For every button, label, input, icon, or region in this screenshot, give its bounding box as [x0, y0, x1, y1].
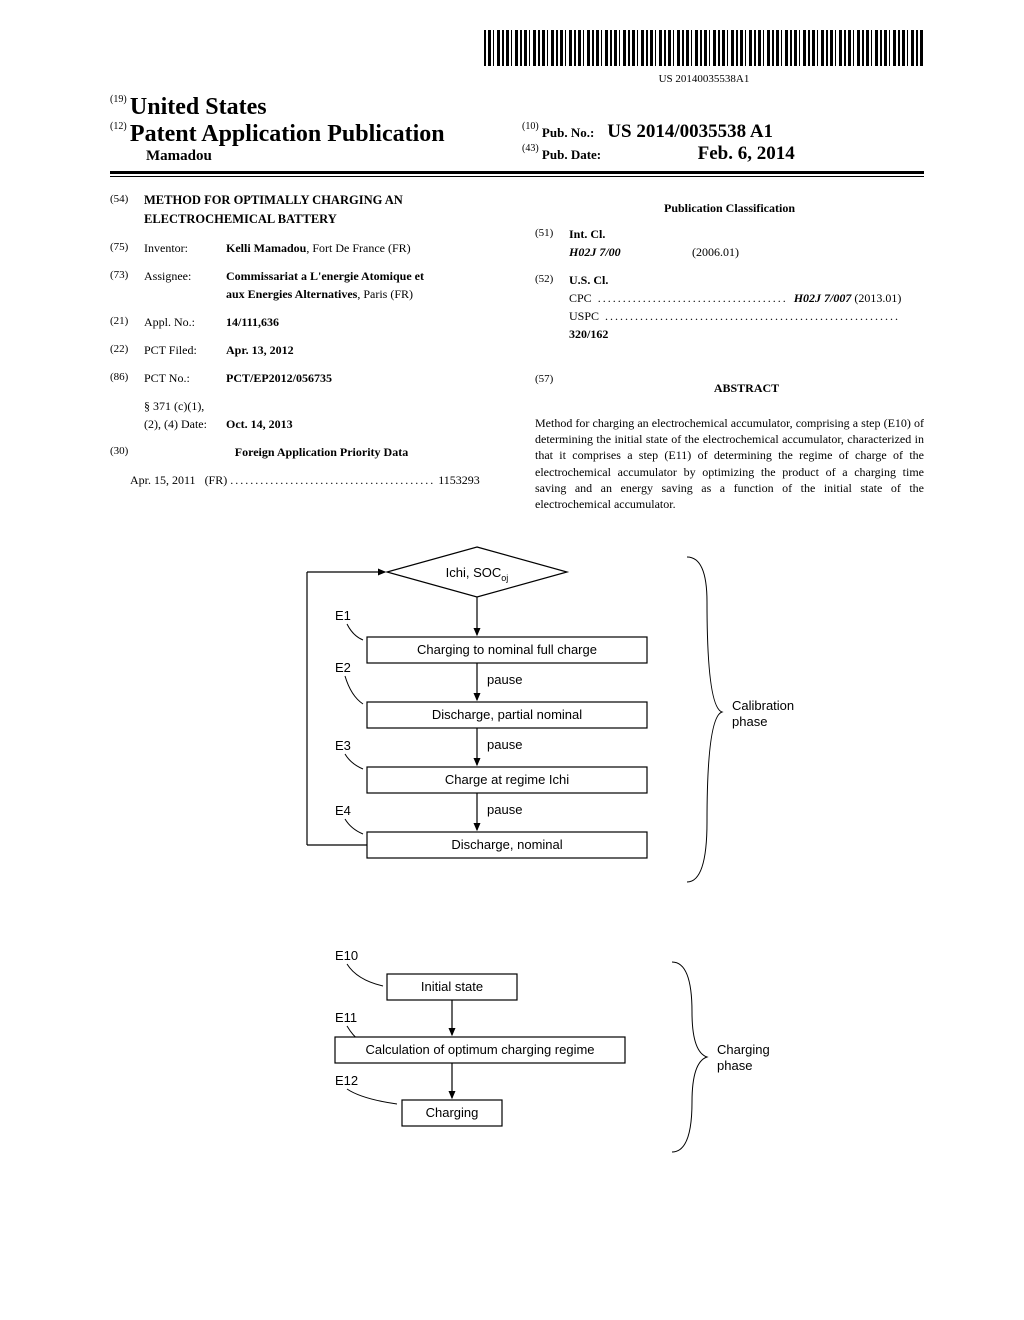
inventor-loc: , Fort De France (FR) — [306, 241, 410, 255]
bibliographic-columns: (54) METHOD FOR OPTIMALLY CHARGING AN EL… — [110, 191, 924, 512]
s371-date: Oct. 14, 2013 — [226, 415, 293, 433]
e10: E10 — [335, 948, 358, 963]
code-43: (43) — [522, 143, 539, 154]
barcode-number: US 20140035538A1 — [484, 73, 924, 85]
e2: E2 — [335, 660, 351, 675]
pctfiled-label: PCT Filed: — [144, 341, 226, 359]
applno-label: Appl. No.: — [144, 313, 226, 331]
inventor-name: Kelli Mamadou — [226, 241, 306, 255]
divider-thick — [110, 171, 924, 174]
box2: Discharge, partial nominal — [432, 707, 582, 722]
pctfiled: Apr. 13, 2012 — [226, 343, 294, 357]
applicant: Mamadou — [146, 148, 512, 165]
diamond-sub: oj — [501, 573, 508, 583]
phase1b-label: phase — [732, 714, 767, 729]
box11: Calculation of optimum charging regime — [365, 1042, 594, 1057]
header: (19) United States (12) Patent Applicati… — [110, 94, 924, 165]
abstract-text: Method for charging an electrochemical a… — [535, 415, 924, 512]
foreign-num: 1153293 — [438, 471, 480, 489]
e12: E12 — [335, 1073, 358, 1088]
pubno: US 2014/0035538 A1 — [607, 121, 773, 142]
code-73: (73) — [110, 267, 144, 303]
code-54: (54) — [110, 191, 144, 229]
assignee-2: aux Energies Alternatives — [226, 287, 357, 301]
cpc-label: CPC — [569, 291, 592, 305]
foreign-country: (FR) — [205, 471, 228, 489]
code-52: (52) — [535, 271, 569, 343]
title-line1: METHOD FOR OPTIMALLY CHARGING AN — [144, 191, 499, 210]
code-86: (86) — [110, 369, 144, 387]
phase1-label: Calibration — [732, 698, 794, 713]
code-22: (22) — [110, 341, 144, 359]
uscl-label: U.S. Cl. — [569, 273, 608, 287]
code-51: (51) — [535, 225, 569, 261]
phase2b-label: phase — [717, 1058, 752, 1073]
e11: E11 — [335, 1010, 357, 1025]
code-19: (19) — [110, 94, 127, 105]
cpc-year: (2013.01) — [854, 291, 901, 305]
cpc-dots: ...................................... — [598, 291, 788, 305]
diamond-text: Ichi, SOC — [446, 565, 502, 580]
box12: Charging — [426, 1105, 479, 1120]
barcode-region: US 20140035538A1 — [110, 30, 924, 86]
barcode — [484, 30, 924, 66]
uspc-dots: ........................................… — [605, 309, 900, 323]
code-12: (12) — [110, 121, 127, 132]
abstract-hdr: ABSTRACT — [569, 379, 924, 397]
pause-1: pause — [487, 672, 522, 687]
code-57: (57) — [535, 371, 569, 405]
pause-3: pause — [487, 802, 522, 817]
intcl-year: (2006.01) — [692, 245, 739, 259]
code-10: (10) — [522, 121, 539, 132]
classification-hdr: Publication Classification — [535, 199, 924, 217]
pctno-label: PCT No.: — [144, 369, 226, 387]
flowchart-figure: Calibration phase Ichi, SOCoj E1 Chargin… — [110, 542, 924, 1182]
uspc-label: USPC — [569, 309, 599, 323]
pause-2: pause — [487, 737, 522, 752]
phase2-label: Charging — [717, 1042, 770, 1057]
pubdate-label: Pub. Date: — [542, 147, 601, 162]
s371-1: § 371 (c)(1), — [144, 399, 204, 413]
doc-type: Patent Application Publication — [130, 121, 445, 147]
code-75: (75) — [110, 239, 144, 257]
assignee-loc: , Paris (FR) — [357, 287, 413, 301]
e3: E3 — [335, 738, 351, 753]
box1: Charging to nominal full charge — [417, 642, 597, 657]
cpc-code: H02J 7/007 — [794, 291, 852, 305]
intcl-label: Int. Cl. — [569, 227, 605, 241]
title-line2: ELECTROCHEMICAL BATTERY — [144, 210, 499, 229]
foreign-date: Apr. 15, 2011 — [130, 471, 196, 489]
country: United States — [130, 94, 267, 120]
box4: Discharge, nominal — [451, 837, 562, 852]
pubno-label: Pub. No.: — [542, 125, 594, 140]
assignee-label: Assignee: — [144, 267, 226, 303]
e1: E1 — [335, 608, 351, 623]
assignee-1: Commissariat a L'energie Atomique et — [226, 269, 424, 283]
pubdate: Feb. 6, 2014 — [698, 143, 795, 164]
e4: E4 — [335, 803, 351, 818]
code-30: (30) — [110, 443, 144, 461]
foreign-dots: ........................................… — [230, 471, 435, 489]
pctno: PCT/EP2012/056735 — [226, 371, 332, 385]
applno: 14/111,636 — [226, 315, 279, 329]
s371-2: (2), (4) Date: — [144, 417, 207, 431]
box3: Charge at regime Ichi — [445, 772, 569, 787]
code-21: (21) — [110, 313, 144, 331]
foreign-hdr: Foreign Application Priority Data — [144, 443, 499, 461]
intcl-code: H02J 7/00 — [569, 245, 621, 259]
box10: Initial state — [421, 979, 483, 994]
inventor-label: Inventor: — [144, 239, 226, 257]
uspc-code: 320/162 — [569, 327, 608, 341]
divider-thin — [110, 176, 924, 177]
